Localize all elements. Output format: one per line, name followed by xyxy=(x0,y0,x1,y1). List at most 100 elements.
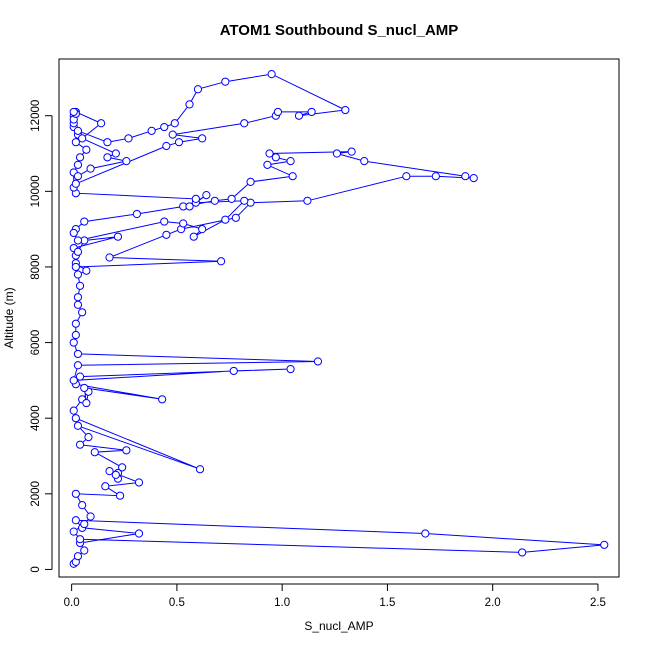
data-point xyxy=(421,529,430,538)
data-point xyxy=(273,107,283,117)
data-point xyxy=(461,172,470,181)
x-tick-label: 0.5 xyxy=(169,597,185,609)
data-point xyxy=(168,130,177,139)
y-axis-label: Altitude (m) xyxy=(2,287,16,348)
data-point xyxy=(86,512,95,521)
data-point xyxy=(73,293,83,302)
data-point xyxy=(122,156,131,166)
data-point xyxy=(73,126,83,135)
y-tick-label: 0 xyxy=(30,566,42,572)
data-point xyxy=(210,196,219,205)
data-point xyxy=(240,196,249,205)
data-point xyxy=(246,177,255,186)
data-point xyxy=(75,153,85,162)
data-point xyxy=(231,213,240,222)
data-point xyxy=(73,247,83,256)
data-point xyxy=(267,70,276,79)
data-point xyxy=(73,300,83,309)
data-point xyxy=(80,519,89,529)
data-point xyxy=(132,209,141,219)
x-axis: 0.0 0.5 1.0 1.5 2.0 2.5 xyxy=(64,583,606,609)
data-point xyxy=(71,138,80,147)
data-point xyxy=(313,357,323,366)
data-point xyxy=(113,232,123,241)
data-point xyxy=(73,421,83,430)
data-point xyxy=(265,149,274,158)
data-point xyxy=(80,217,89,226)
data-point xyxy=(69,107,78,117)
x-tick-label: 1.0 xyxy=(274,597,290,609)
data-point xyxy=(179,219,188,228)
data-point xyxy=(134,478,144,487)
data-point xyxy=(191,194,200,203)
data-point xyxy=(402,172,411,181)
x-tick-label: 1.5 xyxy=(379,597,395,609)
data-point xyxy=(71,414,80,423)
data-point xyxy=(82,145,91,154)
data-point xyxy=(75,281,85,290)
x-axis-label: S_nucl_AMP xyxy=(304,619,373,633)
data-point xyxy=(73,172,83,181)
data-point xyxy=(71,262,80,272)
data-point xyxy=(198,134,207,143)
data-point xyxy=(227,194,236,203)
data-point xyxy=(73,270,83,279)
data-point xyxy=(69,228,78,238)
data-point xyxy=(90,448,99,457)
data-point xyxy=(195,465,205,474)
data-point xyxy=(124,134,133,143)
data-point xyxy=(73,361,83,370)
y-tick-label: 10000 xyxy=(30,175,42,207)
series-line xyxy=(72,73,605,565)
data-point xyxy=(71,516,80,525)
data-point xyxy=(185,100,194,109)
data-point xyxy=(332,149,341,158)
data-point xyxy=(78,501,87,510)
data-point xyxy=(360,156,369,166)
data-point xyxy=(193,85,203,94)
data-point xyxy=(469,174,478,183)
data-point xyxy=(147,126,156,135)
data-point xyxy=(105,253,114,262)
data-point xyxy=(101,482,110,491)
data-point xyxy=(170,119,179,128)
x-tick-label: 2.0 xyxy=(485,597,501,609)
x-tick-label: 0.0 xyxy=(64,597,80,609)
data-point xyxy=(82,266,91,275)
x-tick-label: 2.5 xyxy=(590,597,606,609)
data-point xyxy=(240,119,249,128)
data-point xyxy=(82,398,91,408)
data-point xyxy=(78,134,87,143)
data-point xyxy=(105,467,114,476)
data-point xyxy=(189,232,198,241)
data-point xyxy=(185,202,194,211)
data-point xyxy=(288,172,297,181)
data-point xyxy=(217,257,226,266)
data-point xyxy=(600,540,609,549)
data-point xyxy=(198,225,207,234)
data-point xyxy=(71,319,80,328)
data-point xyxy=(118,463,127,472)
data-point xyxy=(69,338,78,347)
data-point xyxy=(160,122,169,132)
data-point xyxy=(221,215,230,224)
data-point xyxy=(134,529,144,538)
data-point xyxy=(162,230,171,239)
data-point xyxy=(221,77,230,86)
y-tick-label: 4000 xyxy=(30,405,42,431)
data-point xyxy=(294,111,304,120)
data-point xyxy=(271,153,280,162)
data-point xyxy=(303,196,312,205)
data-point xyxy=(80,383,89,393)
data-point xyxy=(75,440,85,449)
data-point xyxy=(103,138,112,147)
data-point xyxy=(69,376,78,385)
data-point xyxy=(347,147,356,156)
data-point xyxy=(431,172,440,181)
data-point xyxy=(286,156,295,166)
data-point xyxy=(71,330,80,340)
data-point xyxy=(73,552,83,561)
data-point xyxy=(122,446,131,455)
data-point xyxy=(69,527,78,536)
data-point xyxy=(80,546,89,555)
